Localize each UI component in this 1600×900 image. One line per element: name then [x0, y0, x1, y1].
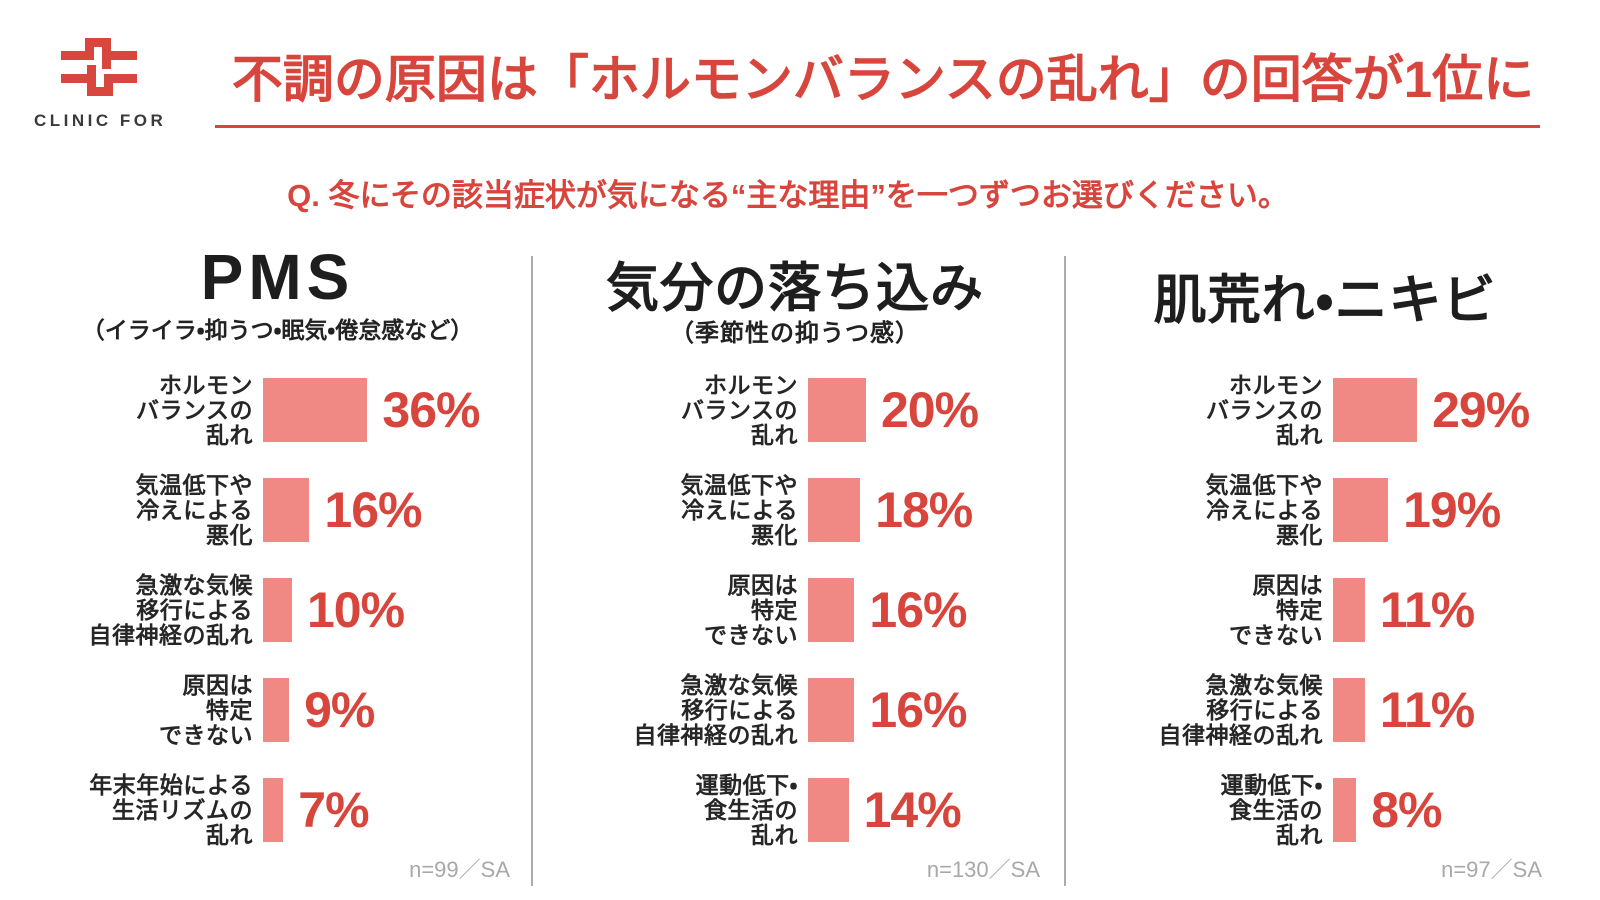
chart3-bar-row: 気温低下や 冷えによる 悪化 19% — [1118, 465, 1502, 555]
bar — [263, 678, 290, 742]
chart3-bar-row: 原因は 特定 できない 11% — [1118, 565, 1475, 655]
bar — [808, 578, 855, 642]
chart1-bar-row: 原因は 特定 できない 9% — [60, 665, 375, 755]
chart3-title: 肌荒れ・ニキビ — [1153, 271, 1497, 330]
survey-question: Q. 冬にその該当症状が気になる“主な理由”を一つずつお選びください。 — [287, 178, 1289, 213]
bar — [263, 578, 292, 642]
value-label: 10% — [307, 582, 405, 638]
chart2-subtitle: （季節性の抑うつ感） — [670, 320, 920, 347]
bar — [1333, 378, 1418, 442]
category-label: 年末年始による 生活リズムの 乱れ — [89, 771, 253, 848]
category-label: 運動低下・ 食生活の 乱れ — [695, 771, 798, 848]
category-label: 気温低下や 冷えによる 悪化 — [1205, 471, 1323, 548]
value-label: 36% — [382, 382, 480, 438]
value-label: 18% — [875, 482, 973, 538]
category-label: ホルモン バランスの 乱れ — [135, 371, 253, 448]
chart1-bar-row: 年末年始による 生活リズムの 乱れ 7% — [60, 765, 369, 855]
chart2-bar-row: ホルモン バランスの 乱れ 20% — [600, 365, 979, 455]
bar — [808, 678, 855, 742]
category-label: ホルモン バランスの 乱れ — [680, 371, 798, 448]
column-divider — [1064, 256, 1066, 886]
bar — [808, 478, 861, 542]
bar — [1333, 578, 1365, 642]
chart1-bar-row: 気温低下や 冷えによる 悪化 16% — [60, 465, 423, 555]
chart3-sample-note: n=97／SA — [1441, 857, 1542, 882]
chart2-bar-row: 原因は 特定 できない 16% — [600, 565, 967, 655]
bar — [808, 378, 866, 442]
chart2-bar-row: 運動低下・ 食生活の 乱れ 14% — [600, 765, 962, 855]
chart1-subtitle: （イライラ・抑うつ・眠気・倦怠感など） — [81, 317, 474, 343]
chart1-title: PMS — [200, 241, 355, 313]
bar — [263, 378, 368, 442]
category-label: 気温低下や 冷えによる 悪化 — [680, 471, 798, 548]
chart3-bar-row: 運動低下・ 食生活の 乱れ 8% — [1118, 765, 1443, 855]
value-label: 7% — [298, 782, 369, 838]
category-label: 急激な気候 移行による 自律神経の乱れ — [1158, 671, 1323, 748]
bar — [808, 778, 849, 842]
value-label: 29% — [1432, 382, 1530, 438]
brand-name: CLINIC FOR — [34, 111, 167, 130]
chart1-bar-row: 急激な気候 移行による 自律神経の乱れ 10% — [60, 565, 406, 655]
category-label: 運動低下・ 食生活の 乱れ — [1220, 771, 1323, 848]
bar — [263, 778, 284, 842]
value-label: 20% — [881, 382, 979, 438]
clinic-for-logo-icon — [59, 31, 139, 108]
chart1-sample-note: n=99／SA — [409, 857, 510, 882]
value-label: 16% — [869, 682, 967, 738]
bar — [1333, 778, 1357, 842]
bar — [263, 478, 310, 542]
value-label: 14% — [863, 782, 962, 838]
category-label: 気温低下や 冷えによる 悪化 — [135, 471, 253, 548]
bar — [1333, 478, 1389, 542]
value-label: 16% — [324, 482, 422, 538]
chart3-bar-row: ホルモン バランスの 乱れ 29% — [1118, 365, 1530, 455]
chart2-sample-note: n=130／SA — [926, 857, 1040, 882]
chart2-bar-row: 気温低下や 冷えによる 悪化 18% — [600, 465, 974, 555]
category-label: 原因は 特定 できない — [159, 671, 253, 748]
bar — [1333, 678, 1365, 742]
page-title: 不調の原因は「ホルモンバランスの乱れ」の回答が1位に — [231, 51, 1535, 108]
value-label: 11% — [1379, 582, 1475, 638]
chart2-bar-row: 急激な気候 移行による 自律神経の乱れ 16% — [600, 665, 968, 755]
category-label: 原因は 特定 できない — [704, 571, 798, 648]
value-label: 19% — [1403, 482, 1501, 538]
title-underline — [215, 125, 1540, 128]
column-divider — [531, 256, 533, 886]
chart3-bar-row: 急激な気候 移行による 自律神経の乱れ 11% — [1118, 665, 1476, 755]
value-label: 8% — [1371, 782, 1442, 838]
category-label: ホルモン バランスの 乱れ — [1205, 371, 1323, 448]
category-label: 原因は 特定 できない — [1229, 571, 1323, 648]
category-label: 急激な気候 移行による 自律神経の乱れ — [88, 571, 253, 648]
value-label: 11% — [1379, 682, 1475, 738]
value-label: 9% — [304, 682, 375, 738]
value-label: 16% — [869, 582, 967, 638]
category-label: 急激な気候 移行による 自律神経の乱れ — [633, 671, 798, 748]
chart2-title: 気分の落ち込み — [606, 259, 984, 318]
chart1-bar-row: ホルモン バランスの 乱れ 36% — [60, 365, 481, 455]
